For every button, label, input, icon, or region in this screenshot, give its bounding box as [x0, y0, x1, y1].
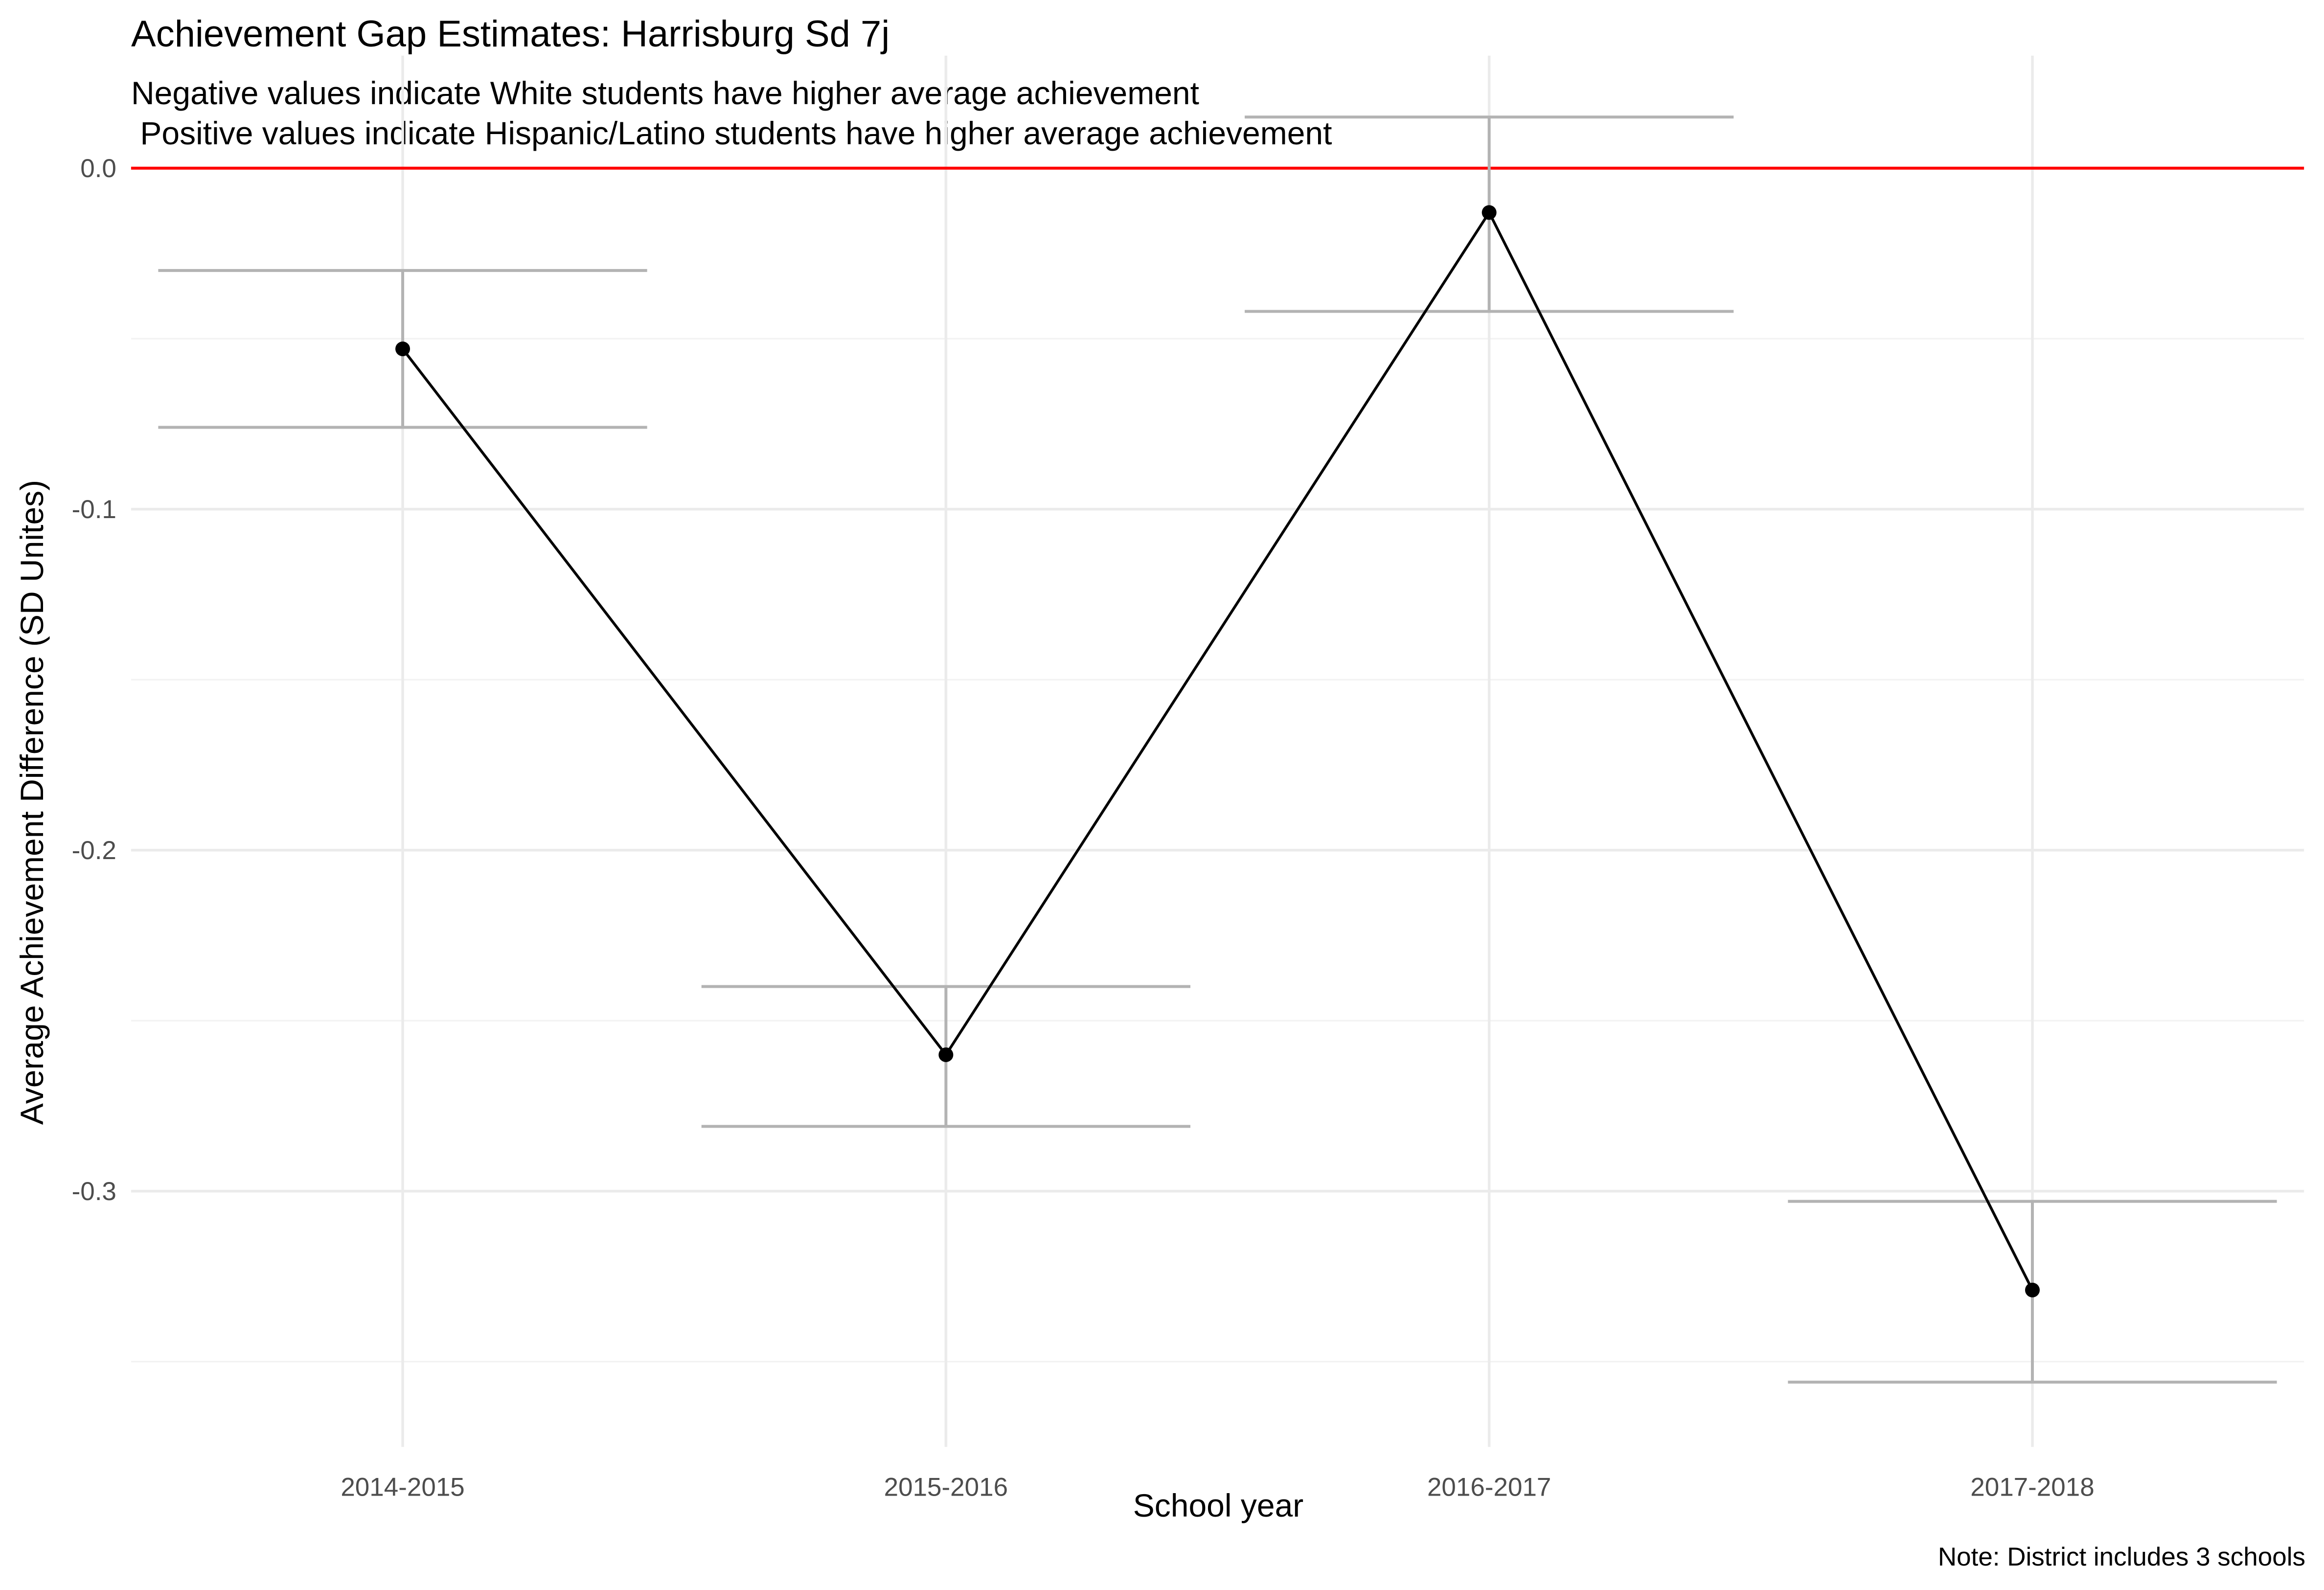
data-point — [938, 1047, 954, 1062]
x-axis-title: School year — [1133, 1487, 1304, 1523]
y-tick-label: -0.1 — [72, 495, 116, 524]
chart-subtitle-line-2: Positive values indicate Hispanic/Latino… — [131, 115, 1332, 151]
y-tick-label: 0.0 — [80, 154, 116, 183]
data-series — [395, 205, 2040, 1297]
y-axis-title: Average Achievement Difference (SD Unite… — [14, 480, 50, 1125]
x-tick-label: 2016-2017 — [1427, 1473, 1551, 1502]
y-tick-label: -0.3 — [72, 1177, 116, 1206]
y-axis-ticks: 0.0 -0.1 -0.2 -0.3 — [72, 154, 116, 1206]
data-point — [2025, 1282, 2040, 1297]
x-axis-ticks: 2014-2015 2015-2016 2016-2017 2017-2018 — [341, 1473, 2094, 1502]
grid — [131, 55, 2304, 1447]
x-tick-label: 2015-2016 — [884, 1473, 1008, 1502]
series-line — [401, 209, 2034, 1291]
data-point — [1481, 205, 1497, 220]
data-point — [395, 341, 410, 357]
chart-title: Achievement Gap Estimates: Harrisburg Sd… — [131, 13, 889, 55]
y-tick-label: -0.2 — [72, 836, 116, 865]
chart-subtitle-line-1: Negative values indicate White students … — [131, 75, 1199, 111]
x-tick-label: 2014-2015 — [341, 1473, 464, 1502]
chart-caption: Note: District includes 3 schools — [1938, 1543, 2305, 1571]
x-tick-label: 2017-2018 — [1970, 1473, 2094, 1502]
